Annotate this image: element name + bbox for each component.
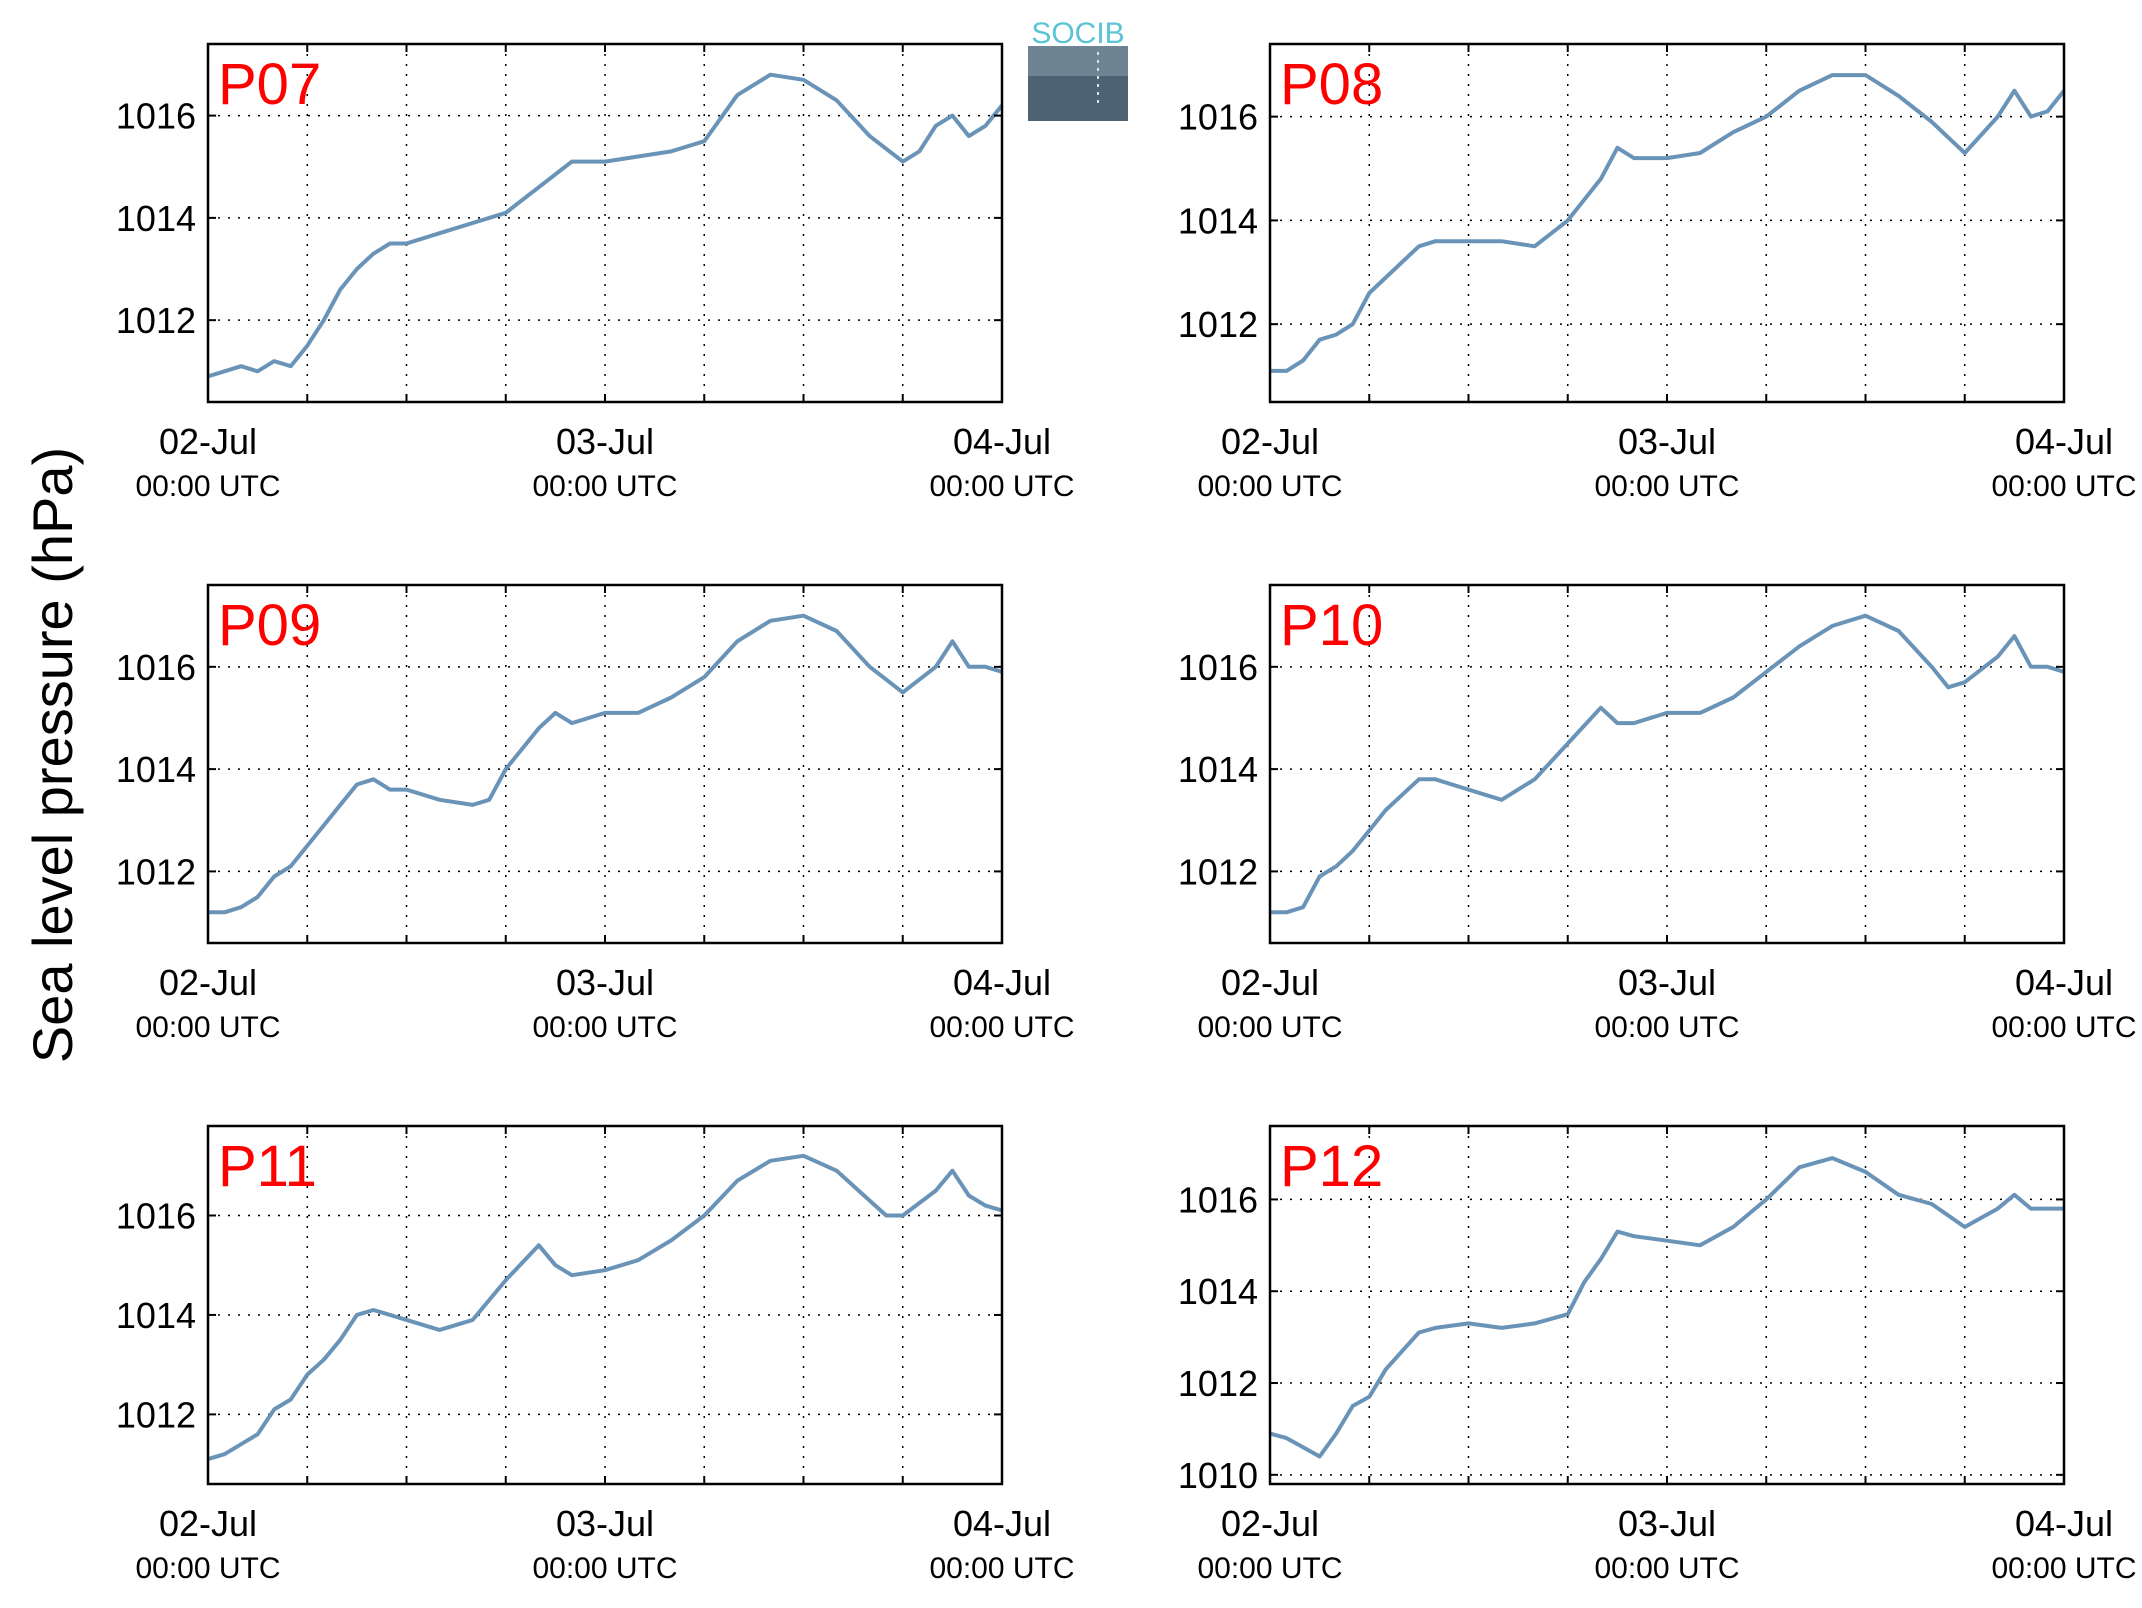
- x-tick-sublabel: 00:00 UTC: [1991, 1011, 2136, 1044]
- panel-title: P08: [1280, 52, 1383, 117]
- x-tick-sublabel: 00:00 UTC: [1594, 1552, 1739, 1585]
- x-tick-sublabel: 00:00 UTC: [135, 1011, 280, 1044]
- x-tick-label: 02-Jul: [1221, 421, 1319, 462]
- y-tick-label: 1014: [1178, 1271, 1258, 1312]
- x-tick-sublabel: 00:00 UTC: [135, 1552, 280, 1585]
- x-tick-sublabel: 00:00 UTC: [1197, 1552, 1342, 1585]
- y-tick-label: 1014: [116, 1295, 196, 1336]
- x-tick-label: 04-Jul: [2015, 421, 2113, 462]
- x-tick-label: 03-Jul: [1618, 962, 1716, 1003]
- x-tick-sublabel: 00:00 UTC: [1594, 470, 1739, 503]
- x-tick-sublabel: 00:00 UTC: [532, 1011, 677, 1044]
- panel-title: P11: [218, 1134, 317, 1199]
- y-axis-label: Sea level pressure (hPa): [21, 447, 84, 1063]
- logo-text: SOCIB: [1031, 17, 1124, 50]
- x-tick-sublabel: 00:00 UTC: [532, 1552, 677, 1585]
- x-tick-sublabel: 00:00 UTC: [929, 1552, 1074, 1585]
- y-tick-label: 1012: [116, 1394, 196, 1435]
- y-tick-label: 1014: [1178, 749, 1258, 790]
- y-tick-label: 1014: [1178, 200, 1258, 241]
- x-tick-sublabel: 00:00 UTC: [929, 1011, 1074, 1044]
- panels: 1012 1014 1016 02-Jul 00:00 UTC 03-Jul 00:00 U…: [116, 42, 2137, 1585]
- x-tick-sublabel: 00:00 UTC: [1991, 470, 2136, 503]
- panel-p12: 1010 1012 1014 1016 02-Jul 00:00 UTC 03-Jul 00:…: [1178, 1124, 2137, 1585]
- panel-p11: 1012 1014 1016 02-Jul 00:00 UTC 03-Jul 00:00 U…: [116, 1124, 1075, 1585]
- panel-p08: 1012 1014 1016 02-Jul 00:00 UTC 03-Jul 00:00 U…: [1178, 42, 2137, 503]
- x-tick-label: 03-Jul: [1618, 421, 1716, 462]
- y-tick-label: 1012: [1178, 304, 1258, 345]
- y-tick-label: 1014: [116, 749, 196, 790]
- panel-title: P09: [218, 593, 321, 658]
- series-line: [207, 1153, 1003, 1462]
- x-tick-label: 04-Jul: [2015, 1503, 2113, 1544]
- x-tick-label: 02-Jul: [159, 421, 257, 462]
- x-tick-label: 03-Jul: [556, 1503, 654, 1544]
- x-tick-label: 02-Jul: [1221, 962, 1319, 1003]
- series-line: [1269, 1156, 2064, 1459]
- panel-title: P07: [218, 52, 321, 117]
- x-tick-label: 04-Jul: [2015, 962, 2113, 1003]
- y-tick-label: 1012: [116, 300, 196, 341]
- x-tick-label: 04-Jul: [953, 421, 1051, 462]
- y-tick-label: 1012: [1178, 851, 1258, 892]
- y-tick-label: 1016: [1178, 647, 1258, 688]
- x-tick-label: 03-Jul: [1618, 1503, 1716, 1544]
- y-tick-label: 1012: [116, 851, 196, 892]
- x-tick-label: 03-Jul: [556, 962, 654, 1003]
- panel-title: P12: [1280, 1134, 1383, 1199]
- socib-logo: SOCIB: [1028, 17, 1128, 121]
- x-tick-label: 04-Jul: [953, 962, 1051, 1003]
- x-tick-label: 02-Jul: [159, 962, 257, 1003]
- panel-title: P10: [1280, 593, 1383, 658]
- x-tick-sublabel: 00:00 UTC: [1594, 1011, 1739, 1044]
- y-tick-label: 1016: [1178, 97, 1258, 138]
- series-line: [1270, 613, 2065, 915]
- series-line: [208, 613, 1003, 915]
- y-tick-label: 1010: [1178, 1455, 1258, 1496]
- x-tick-label: 02-Jul: [159, 1503, 257, 1544]
- panel-p09: 1012 1014 1016 02-Jul 00:00 UTC 03-Jul 00:00 U…: [116, 583, 1075, 1044]
- x-tick-sublabel: 00:00 UTC: [135, 470, 280, 503]
- x-tick-sublabel: 00:00 UTC: [532, 470, 677, 503]
- x-tick-sublabel: 00:00 UTC: [929, 470, 1074, 503]
- x-tick-label: 04-Jul: [953, 1503, 1051, 1544]
- y-tick-label: 1016: [1178, 1179, 1258, 1220]
- x-tick-sublabel: 00:00 UTC: [1197, 1011, 1342, 1044]
- y-tick-label: 1012: [1178, 1363, 1258, 1404]
- x-tick-sublabel: 00:00 UTC: [1197, 470, 1342, 503]
- panel-p07: 1012 1014 1016 02-Jul 00:00 UTC 03-Jul 00:00 U…: [116, 42, 1075, 503]
- x-tick-sublabel: 00:00 UTC: [1991, 1552, 2136, 1585]
- panel-p10: 1012 1014 1016 02-Jul 00:00 UTC 03-Jul 00:00 U…: [1178, 583, 2137, 1044]
- logo-block-highlight: [1028, 46, 1128, 76]
- y-tick-label: 1016: [116, 647, 196, 688]
- y-tick-label: 1016: [116, 1196, 196, 1237]
- series-line: [207, 72, 1004, 379]
- y-tick-label: 1014: [116, 198, 196, 239]
- x-tick-label: 03-Jul: [556, 421, 654, 462]
- y-tick-label: 1016: [116, 96, 196, 137]
- x-tick-label: 02-Jul: [1221, 1503, 1319, 1544]
- series-line: [1270, 73, 2066, 373]
